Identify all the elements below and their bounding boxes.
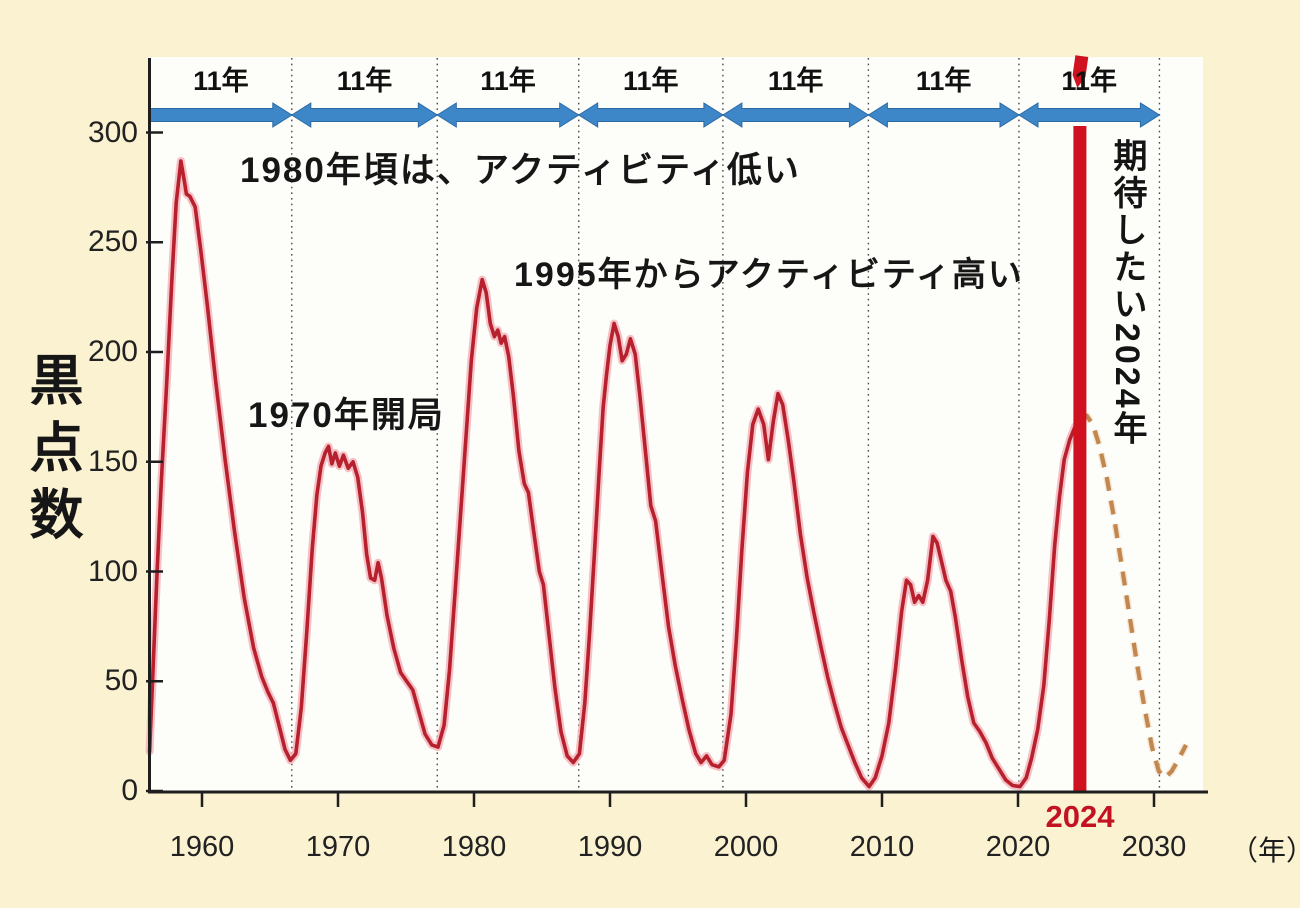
cycle-arrow-label: 11年 xyxy=(767,66,824,96)
marker-2024-bar-body xyxy=(1073,126,1087,791)
y-axis-title: 黒点数 xyxy=(21,352,81,553)
cycle-arrows xyxy=(149,102,1161,128)
data-curves xyxy=(145,157,1190,791)
marker-2024-bar-top-dash xyxy=(1072,55,1089,88)
x-tick-label: 1960 xyxy=(169,831,235,863)
y-tick-label: 250 xyxy=(87,225,138,259)
cycle-arrow-label: 11年 xyxy=(480,66,536,96)
x-tick-label: 2000 xyxy=(713,831,779,863)
cycle-arrow-label: 11年 xyxy=(1061,66,1117,96)
y-tick-label: 200 xyxy=(87,335,138,368)
x-tick-label: 2020 xyxy=(985,831,1051,863)
cycle-arrow-label: 11年 xyxy=(193,66,249,96)
cycle-arrow-label: 11年 xyxy=(336,66,393,96)
x-axis-unit-label: （年） xyxy=(1230,835,1300,866)
annotation-expectation-2024: 期待したい2024年 xyxy=(1108,138,1146,448)
marker-2024-bar xyxy=(1072,55,1089,791)
cycle-arrow xyxy=(149,102,293,128)
marker-2024-label: 2024 xyxy=(1045,799,1115,834)
annotation-low-activity: 1980年頃は、アクティビティ低い xyxy=(240,151,801,190)
forecast-curve xyxy=(1079,413,1188,780)
cycle-arrow-label: 11年 xyxy=(623,66,679,96)
x-tick-label: 2030 xyxy=(1121,831,1187,863)
cycle-arrow-label: 11年 xyxy=(915,66,972,96)
x-tick-label: 2010 xyxy=(849,831,915,863)
x-tick-label: 1970 xyxy=(305,831,371,863)
x-tick-label: 1980 xyxy=(441,831,507,863)
y-tick-label: 300 xyxy=(87,115,138,149)
y-tick-label: 100 xyxy=(87,554,138,588)
annotation-station-opened: 1970年開局 xyxy=(248,396,445,435)
axis-ticks xyxy=(146,131,1156,807)
y-tick-label: 150 xyxy=(87,444,138,478)
axes xyxy=(148,58,1208,794)
sunspot-curve xyxy=(147,159,1083,789)
y-tick-label: 50 xyxy=(104,664,138,698)
annotation-high-activity: 1995年からアクティビティ高い xyxy=(514,256,1024,294)
cycle-arrow xyxy=(1018,102,1161,128)
y-tick-label: 0 xyxy=(121,774,138,807)
x-tick-label: 1990 xyxy=(577,831,643,863)
